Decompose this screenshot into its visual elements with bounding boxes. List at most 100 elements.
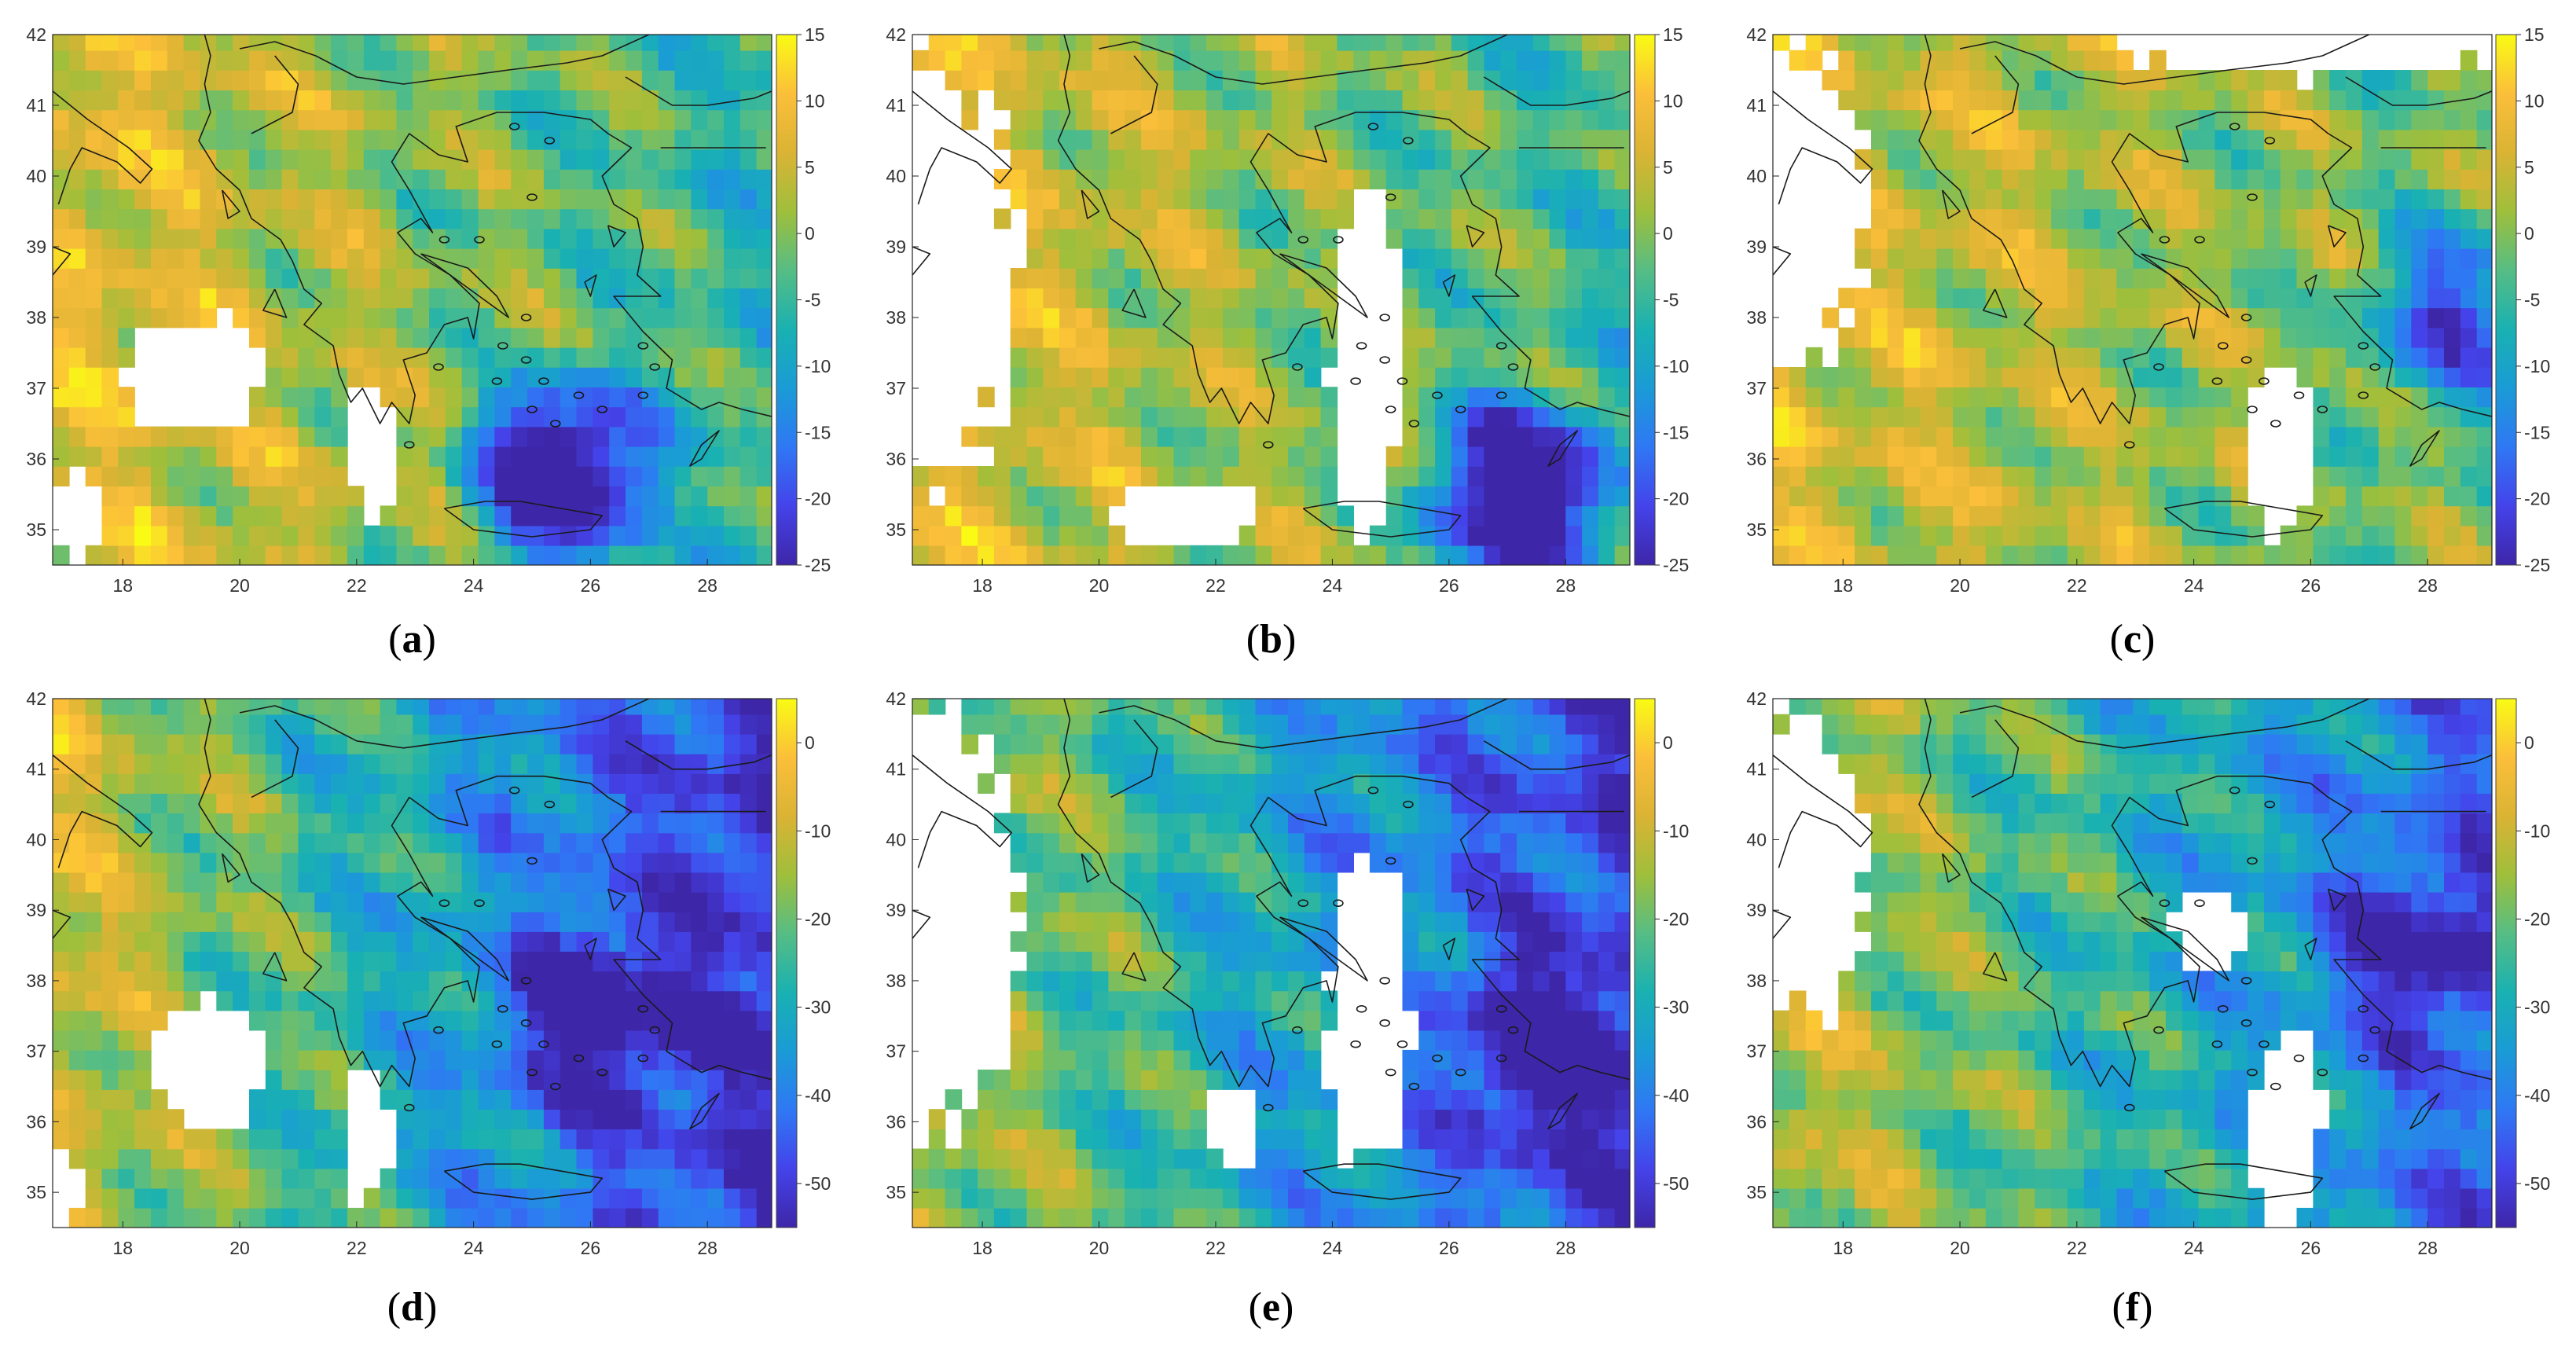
data-cell <box>945 1168 963 1189</box>
data-cell <box>1953 347 1970 368</box>
data-cell <box>494 486 512 507</box>
data-cell <box>1026 446 1044 467</box>
data-cell <box>2427 70 2445 90</box>
data-cell <box>2263 169 2281 189</box>
data-cell <box>2378 228 2396 249</box>
data-cell <box>978 35 995 51</box>
data-cell <box>233 446 250 467</box>
data-cell <box>363 347 381 368</box>
data-cell <box>2116 70 2134 90</box>
colorbar-tick-label: -40 <box>805 1085 831 1106</box>
island-outline <box>1408 420 1420 428</box>
data-cell <box>674 307 692 328</box>
data-cell <box>1402 545 1420 565</box>
data-cell <box>118 931 135 952</box>
data-cell <box>429 505 446 527</box>
data-cell <box>183 1129 201 1150</box>
data-cell <box>658 525 676 546</box>
data-cell <box>1141 208 1158 229</box>
data-cell <box>281 367 299 387</box>
data-cell <box>461 1109 479 1130</box>
data-cell <box>1435 327 1452 348</box>
data-cell <box>298 931 315 952</box>
data-cell <box>1108 872 1125 893</box>
y-tick-label: 41 <box>26 759 46 780</box>
data-cell <box>396 1030 413 1051</box>
data-cell <box>739 1010 758 1031</box>
data-cell <box>1157 406 1175 428</box>
island-outline <box>491 377 503 385</box>
data-cell <box>691 1070 708 1090</box>
data-cell <box>707 525 725 546</box>
data-cell <box>298 813 315 834</box>
data-cell <box>1059 109 1077 130</box>
data-cell <box>658 773 676 794</box>
data-cell <box>2476 109 2492 130</box>
data-cell <box>626 486 643 507</box>
data-cell <box>1985 367 2003 387</box>
data-cell <box>593 525 610 546</box>
data-cell <box>1059 891 1077 912</box>
data-cell <box>739 832 758 853</box>
colorbar-tick-label: -20 <box>2524 489 2550 509</box>
data-cell <box>1092 1010 1110 1031</box>
data-cell <box>674 1010 692 1031</box>
data-cell <box>2198 90 2216 111</box>
data-cell <box>1255 288 1273 309</box>
data-cell <box>363 70 381 90</box>
data-cell <box>2394 189 2413 210</box>
data-cell <box>2067 486 2085 507</box>
data-cell <box>461 951 479 972</box>
data-cell <box>233 307 250 328</box>
data-cell <box>2165 327 2183 348</box>
data-cell <box>134 1010 152 1031</box>
data-cell <box>233 912 250 932</box>
data-cell <box>1467 70 1485 90</box>
data-cell <box>2394 228 2413 249</box>
data-cell <box>543 327 561 348</box>
data-cell <box>593 1030 610 1051</box>
data-cell <box>1190 1049 1207 1070</box>
data-cell <box>1075 733 1093 754</box>
data-cell <box>2215 367 2232 387</box>
data-cell <box>1255 169 1273 189</box>
data-cell <box>543 1070 561 1090</box>
data-cell <box>298 129 315 150</box>
data-cell <box>1838 35 1855 51</box>
data-cell <box>1435 149 1452 170</box>
data-cell <box>200 912 218 932</box>
data-cell <box>1532 486 1550 507</box>
data-cell <box>1075 951 1093 972</box>
data-cell <box>641 1129 659 1150</box>
coastline <box>1302 501 1462 538</box>
data-cell <box>1871 35 1888 51</box>
data-cell <box>2427 248 2445 269</box>
data-cell <box>2165 70 2183 90</box>
data-cell <box>396 90 413 111</box>
data-cell <box>151 268 168 288</box>
data-cell <box>560 387 578 408</box>
data-cell <box>363 773 381 794</box>
data-cell <box>2411 367 2428 387</box>
data-cell <box>249 714 266 735</box>
data-cell <box>1467 347 1485 368</box>
data-cell <box>413 1010 430 1031</box>
data-cell <box>1871 208 1888 229</box>
data-cell <box>1500 70 1517 90</box>
data-cell <box>1157 466 1175 486</box>
coastline <box>443 1163 604 1200</box>
data-cell <box>151 505 168 527</box>
data-cell <box>1075 109 1093 130</box>
data-cell <box>347 90 365 111</box>
data-cell <box>249 1148 266 1169</box>
data-cell <box>265 486 283 507</box>
data-cell <box>314 347 332 368</box>
data-cell <box>1206 327 1224 348</box>
data-cell <box>200 486 218 507</box>
data-cell <box>527 248 545 269</box>
island-outline <box>544 800 556 809</box>
data-cell <box>993 754 1011 774</box>
data-cell <box>1582 228 1599 249</box>
data-cell <box>101 1049 119 1070</box>
data-cell <box>1157 70 1175 90</box>
